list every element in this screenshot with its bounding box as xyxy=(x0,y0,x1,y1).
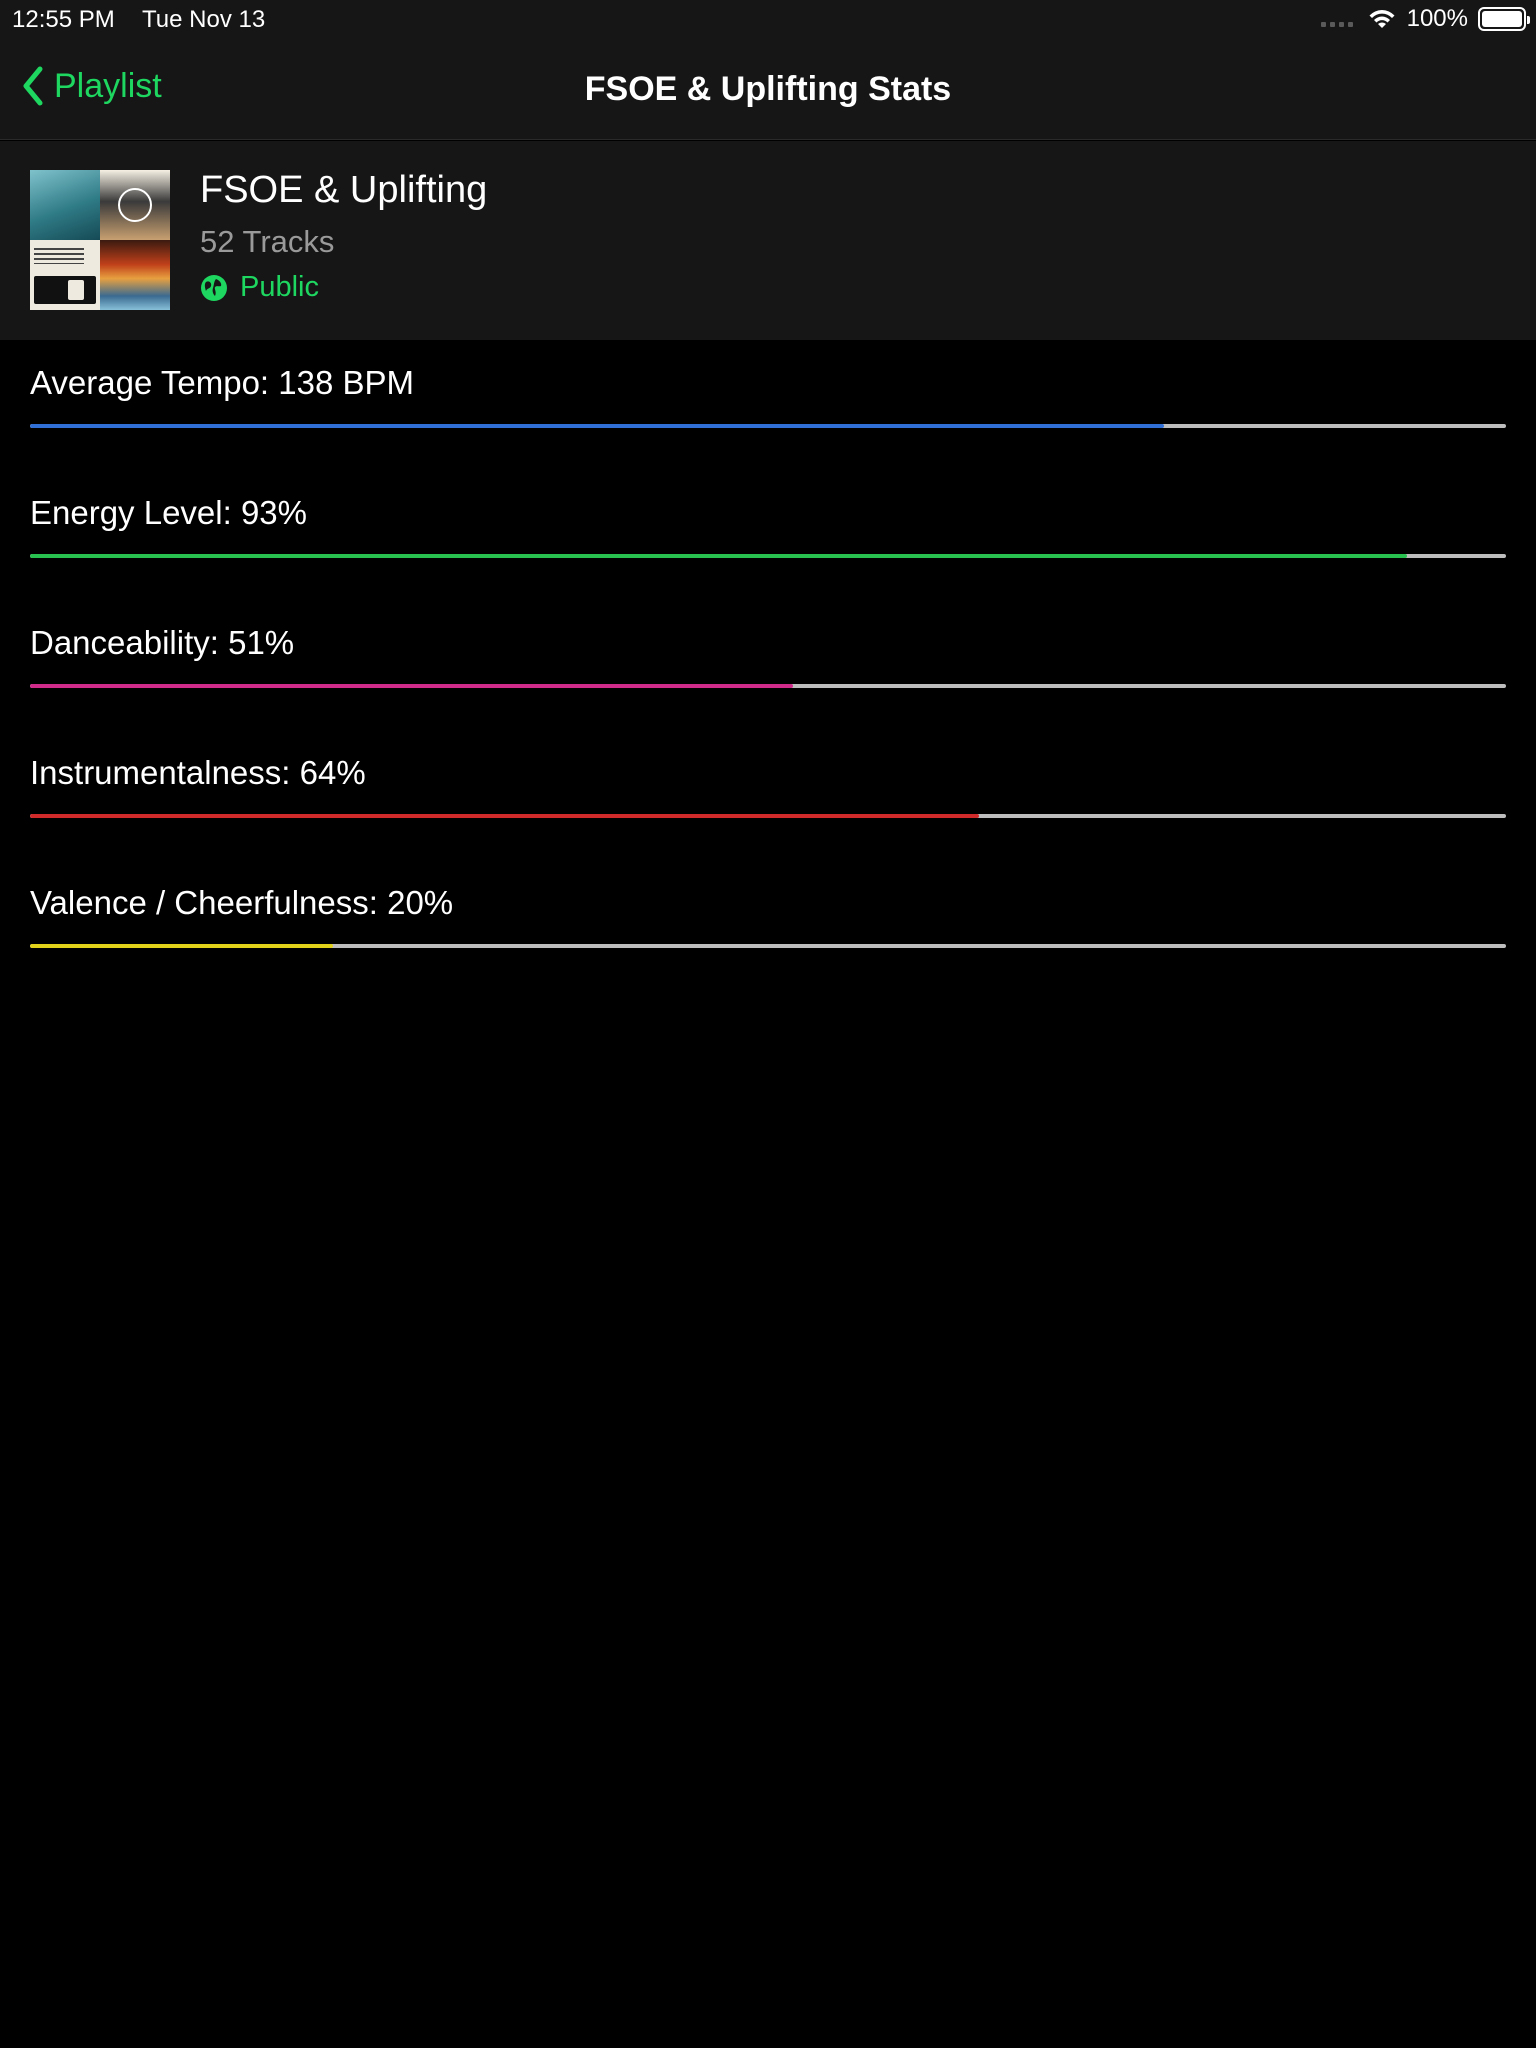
page-title: FSOE & Uplifting Stats xyxy=(584,70,952,108)
playlist-header: FSOE & Uplifting 52 Tracks Public xyxy=(0,141,1536,340)
stat-bar-track xyxy=(30,424,1506,428)
stat-bar-fill xyxy=(30,814,980,818)
status-right: 100% xyxy=(1320,5,1530,33)
status-date: Tue Nov 13 xyxy=(142,6,266,33)
back-button[interactable]: Playlist xyxy=(22,66,162,106)
stat-label: Energy Level: 93% xyxy=(30,494,308,531)
cover-tile-3 xyxy=(30,240,100,310)
stat-bar-track xyxy=(30,684,1506,688)
stat-tempo: Average Tempo: 138 BPM xyxy=(30,340,1506,470)
playlist-name: FSOE & Uplifting xyxy=(200,169,488,211)
cover-tile-1 xyxy=(30,170,100,240)
stat-bar-fill xyxy=(30,554,1408,558)
chevron-left-icon xyxy=(23,66,43,106)
stat-label: Instrumentalness: 64% xyxy=(30,754,366,791)
visibility-status: Public xyxy=(200,271,319,304)
stat-bar-track xyxy=(30,944,1506,948)
stat-danceability: Danceability: 51% xyxy=(30,600,1506,730)
globe-icon xyxy=(201,274,227,301)
stat-bar-track xyxy=(30,814,1506,818)
cover-tile-4 xyxy=(100,240,170,310)
stat-label: Average Tempo: 138 BPM xyxy=(30,364,415,401)
stat-valence: Valence / Cheerfulness: 20% xyxy=(30,860,1506,990)
cover-tile-2 xyxy=(100,170,170,240)
stat-bar-fill xyxy=(30,944,333,948)
back-button-label: Playlist xyxy=(54,66,162,105)
stat-bar-track xyxy=(30,554,1506,558)
stat-instrumentalness: Instrumentalness: 64% xyxy=(30,730,1506,860)
stat-label: Valence / Cheerfulness: 20% xyxy=(30,884,454,921)
battery-percent: 100% xyxy=(1406,5,1468,32)
status-bar: 12:55 PM Tue Nov 13 100% xyxy=(0,0,1536,40)
stat-bar-fill xyxy=(30,424,1164,428)
signal-dots-icon xyxy=(1320,21,1353,27)
stat-label: Danceability: 51% xyxy=(30,624,295,661)
stats-list: Average Tempo: 138 BPM Energy Level: 93%… xyxy=(30,340,1506,990)
wifi-icon xyxy=(1369,10,1395,28)
track-count: 52 Tracks xyxy=(200,224,335,259)
stat-bar-fill xyxy=(30,684,794,688)
visibility-label: Public xyxy=(240,271,319,303)
playlist-cover-art xyxy=(30,170,170,310)
stat-energy: Energy Level: 93% xyxy=(30,470,1506,600)
status-time: 12:55 PM xyxy=(12,6,115,33)
navigation-bar: Playlist FSOE & Uplifting Stats xyxy=(0,40,1536,140)
battery-icon xyxy=(1478,7,1530,31)
